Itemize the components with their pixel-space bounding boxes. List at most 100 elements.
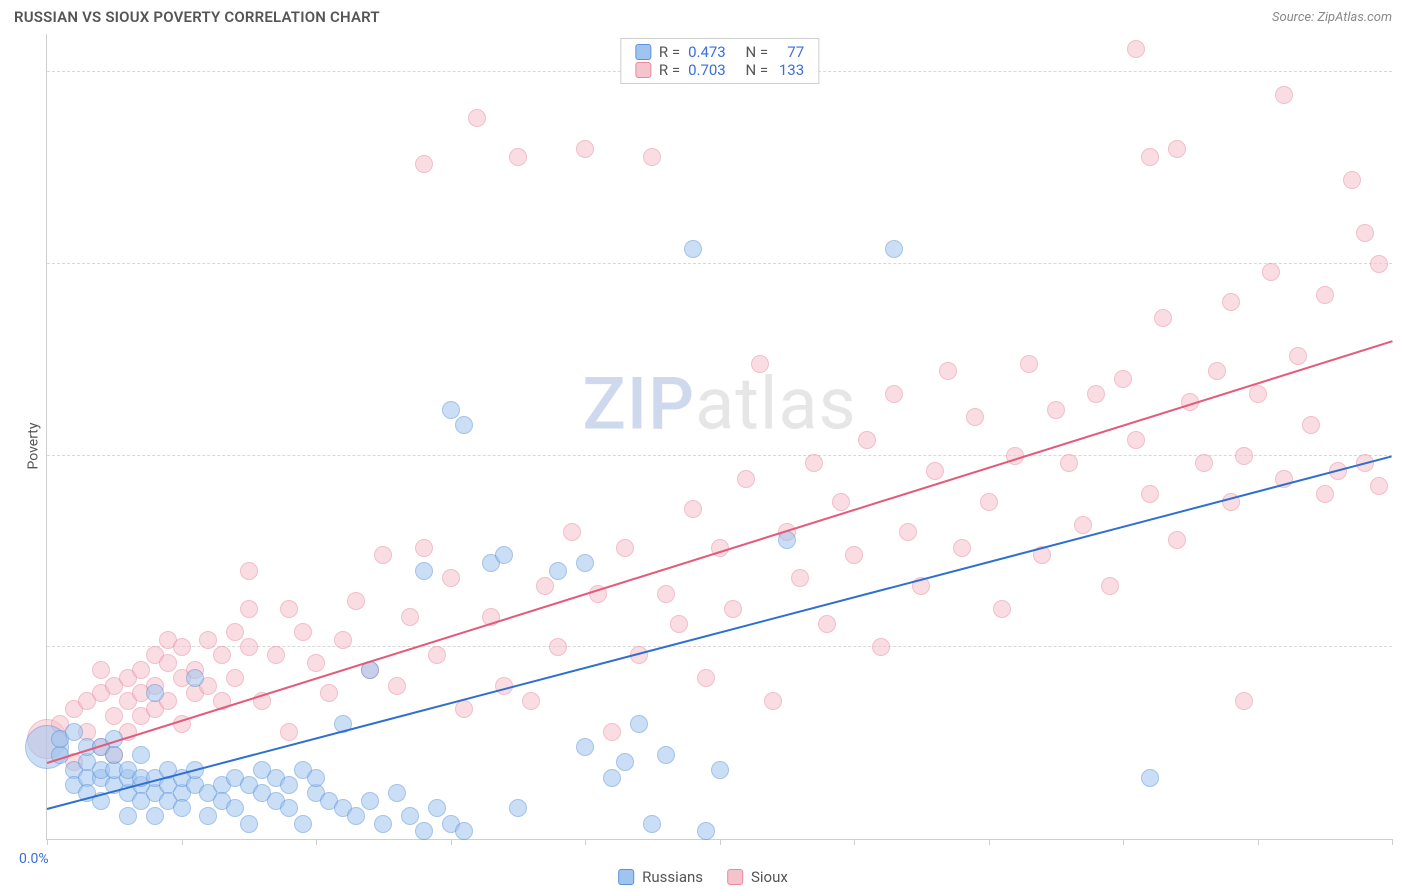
x-tick bbox=[316, 839, 317, 845]
x-tick bbox=[1392, 839, 1393, 845]
data-point bbox=[603, 723, 621, 741]
plot-region: 25.0%50.0%75.0%100.0% bbox=[47, 34, 1392, 839]
data-point bbox=[549, 562, 567, 580]
data-point bbox=[1141, 148, 1159, 166]
data-point bbox=[576, 140, 594, 158]
data-point bbox=[1114, 370, 1132, 388]
series-legend: Russians Sioux bbox=[618, 868, 788, 886]
gridline bbox=[47, 263, 1392, 264]
correlation-legend: R = 0.473 N = 77 R = 0.703 N = 133 bbox=[620, 38, 819, 84]
y-tick-label: 25.0% bbox=[1402, 639, 1406, 655]
data-point bbox=[92, 661, 110, 679]
data-point bbox=[388, 784, 406, 802]
data-point bbox=[240, 815, 258, 833]
data-point bbox=[939, 362, 957, 380]
data-point bbox=[1249, 385, 1267, 403]
n-value: 133 bbox=[776, 61, 804, 79]
data-point bbox=[374, 546, 392, 564]
data-point bbox=[832, 493, 850, 511]
data-point bbox=[899, 523, 917, 541]
data-point bbox=[1208, 362, 1226, 380]
data-point bbox=[240, 638, 258, 656]
x-tick bbox=[47, 839, 48, 845]
data-point bbox=[1047, 401, 1065, 419]
data-point bbox=[1127, 40, 1145, 58]
data-point bbox=[455, 416, 473, 434]
data-point bbox=[684, 240, 702, 258]
data-point bbox=[1343, 171, 1361, 189]
y-axis-label: Poverty bbox=[26, 422, 42, 469]
data-point bbox=[1154, 309, 1172, 327]
data-point bbox=[670, 615, 688, 633]
data-point bbox=[1262, 263, 1280, 281]
data-point bbox=[280, 600, 298, 618]
x-tick bbox=[854, 839, 855, 845]
data-point bbox=[146, 684, 164, 702]
swatch-icon bbox=[618, 869, 634, 885]
legend-row-russians: R = 0.473 N = 77 bbox=[635, 43, 804, 61]
data-point bbox=[226, 669, 244, 687]
r-value: 0.473 bbox=[688, 43, 726, 61]
data-point bbox=[1127, 431, 1145, 449]
x-tick bbox=[182, 839, 183, 845]
data-point bbox=[280, 799, 298, 817]
x-tick bbox=[1258, 839, 1259, 845]
x-tick-label: 0.0% bbox=[19, 851, 49, 867]
data-point bbox=[1020, 355, 1038, 373]
data-point bbox=[926, 462, 944, 480]
data-point bbox=[428, 646, 446, 664]
data-point bbox=[966, 408, 984, 426]
data-point bbox=[320, 684, 338, 702]
data-point bbox=[643, 148, 661, 166]
data-point bbox=[307, 654, 325, 672]
data-point bbox=[294, 623, 312, 641]
data-point bbox=[630, 715, 648, 733]
x-tick-label: 100.0% bbox=[1392, 851, 1406, 867]
data-point bbox=[495, 546, 513, 564]
data-point bbox=[119, 807, 137, 825]
data-point bbox=[616, 753, 634, 771]
data-point bbox=[213, 646, 231, 664]
data-point bbox=[1316, 485, 1334, 503]
data-point bbox=[132, 661, 150, 679]
data-point bbox=[522, 692, 540, 710]
data-point bbox=[173, 638, 191, 656]
data-point bbox=[267, 646, 285, 664]
data-point bbox=[226, 799, 244, 817]
data-point bbox=[1101, 577, 1119, 595]
data-point bbox=[1060, 454, 1078, 472]
data-point bbox=[415, 822, 433, 840]
data-point bbox=[199, 807, 217, 825]
legend-item: Sioux bbox=[727, 868, 788, 886]
data-point bbox=[536, 577, 554, 595]
data-point bbox=[428, 799, 446, 817]
y-tick-label: 100.0% bbox=[1402, 64, 1406, 80]
data-point bbox=[105, 707, 123, 725]
data-point bbox=[576, 738, 594, 756]
data-point bbox=[401, 608, 419, 626]
chart-title: RUSSIAN VS SIOUX POVERTY CORRELATION CHA… bbox=[14, 8, 380, 26]
data-point bbox=[657, 746, 675, 764]
trend-line bbox=[47, 456, 1392, 811]
data-point bbox=[374, 815, 392, 833]
data-point bbox=[1087, 385, 1105, 403]
data-point bbox=[549, 638, 567, 656]
data-point bbox=[442, 569, 460, 587]
data-point bbox=[401, 807, 419, 825]
data-point bbox=[737, 470, 755, 488]
data-point bbox=[563, 523, 581, 541]
data-point bbox=[347, 807, 365, 825]
data-point bbox=[199, 631, 217, 649]
data-point bbox=[240, 600, 258, 618]
data-point bbox=[724, 600, 742, 618]
data-point bbox=[805, 454, 823, 472]
data-point bbox=[885, 240, 903, 258]
data-point bbox=[132, 746, 150, 764]
data-point bbox=[643, 815, 661, 833]
data-point bbox=[791, 569, 809, 587]
y-tick-label: 75.0% bbox=[1402, 256, 1406, 272]
data-point bbox=[361, 792, 379, 810]
data-point bbox=[159, 654, 177, 672]
data-point bbox=[294, 815, 312, 833]
data-point bbox=[1074, 516, 1092, 534]
